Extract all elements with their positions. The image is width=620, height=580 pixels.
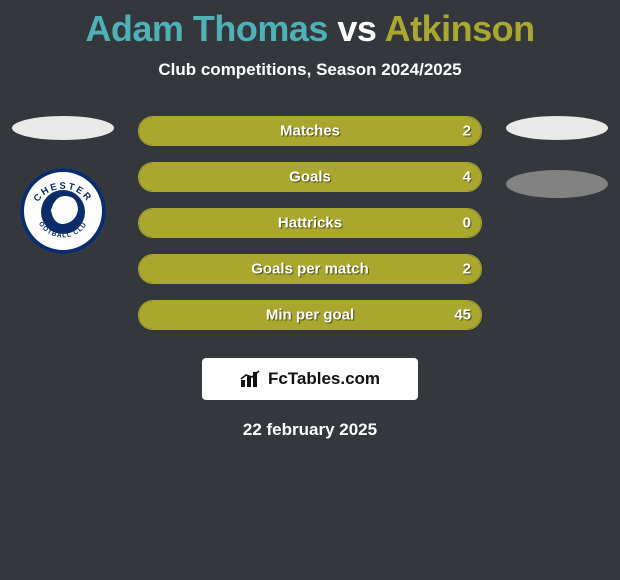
subtitle: Club competitions, Season 2024/2025 (0, 60, 620, 80)
stat-label: Min per goal (266, 307, 354, 324)
left-player-column: CHESTER FOOTBALL CLUB (8, 116, 118, 254)
right-player-column (502, 116, 612, 228)
attribution-text: FcTables.com (268, 369, 380, 389)
stat-bar: Hattricks 0 (138, 208, 482, 238)
title-player2: Atkinson (385, 8, 535, 49)
stat-value-right: 2 (463, 261, 471, 278)
date-label: 22 february 2025 (0, 420, 620, 440)
comparison-content: CHESTER FOOTBALL CLUB Matches 2 Goals 4 Hatt… (0, 116, 620, 330)
club-badge-placeholder (506, 170, 608, 198)
stat-bar: Matches 2 (138, 116, 482, 146)
attribution-badge: FcTables.com (202, 358, 418, 400)
stat-value-right: 4 (463, 169, 471, 186)
bar-chart-icon (240, 370, 262, 388)
chester-badge-icon: CHESTER FOOTBALL CLUB (20, 168, 106, 254)
stat-bar: Goals per match 2 (138, 254, 482, 284)
stat-bar: Goals 4 (138, 162, 482, 192)
stat-bars: Matches 2 Goals 4 Hattricks 0 Goals per match 2… (138, 116, 482, 330)
stat-bar: Min per goal 45 (138, 300, 482, 330)
stat-value-right: 0 (463, 215, 471, 232)
page-title: Adam Thomas vs Atkinson (0, 0, 620, 50)
stat-label: Goals per match (251, 261, 369, 278)
player-photo-placeholder (12, 116, 114, 140)
stat-label: Hattricks (278, 215, 342, 232)
stat-label: Goals (289, 169, 331, 186)
player-photo-placeholder (506, 116, 608, 140)
stat-value-right: 45 (454, 307, 471, 324)
title-vs: vs (337, 8, 376, 49)
title-player1: Adam Thomas (85, 8, 328, 49)
stat-label: Matches (280, 123, 340, 140)
club-badge-chester: CHESTER FOOTBALL CLUB (20, 168, 106, 254)
stat-value-right: 2 (463, 123, 471, 140)
